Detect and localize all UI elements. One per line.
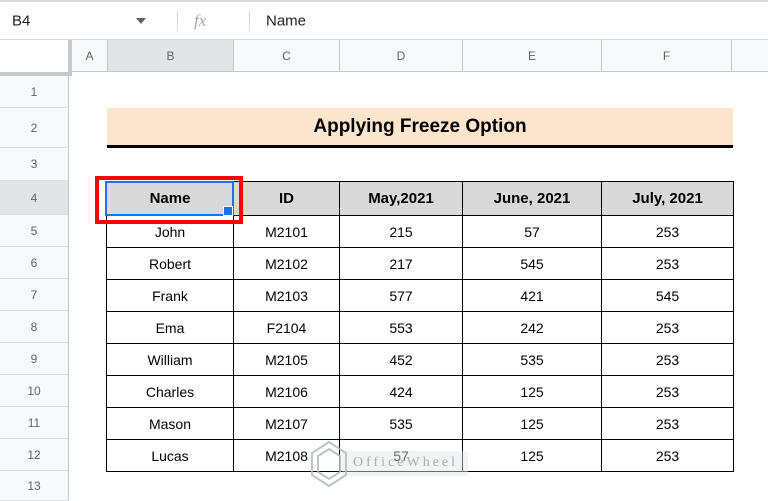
- row-headers: 1 2 3 4 5 6 7 8 9 10 11 12 13: [0, 76, 69, 501]
- table-cell[interactable]: M2108: [233, 439, 340, 472]
- table-row: Charles M2106 424 125 253: [106, 375, 734, 408]
- row-header-12[interactable]: 12: [0, 439, 69, 471]
- merged-title-cell[interactable]: Applying Freeze Option: [107, 108, 733, 148]
- column-header-e[interactable]: E: [462, 40, 601, 71]
- table-cell[interactable]: 535: [462, 343, 602, 376]
- table-cell[interactable]: 253: [601, 375, 734, 408]
- table-cell[interactable]: M2101: [233, 215, 340, 248]
- column-header-d[interactable]: D: [339, 40, 462, 71]
- table-cell[interactable]: M2106: [233, 375, 340, 408]
- table-header-cell[interactable]: Name: [106, 181, 234, 216]
- name-box[interactable]: B4: [12, 12, 31, 29]
- column-header-a[interactable]: A: [85, 48, 94, 63]
- row-header-2[interactable]: 2: [0, 108, 69, 148]
- table-cell[interactable]: Charles: [106, 375, 234, 408]
- table-cell[interactable]: Lucas: [106, 439, 234, 472]
- table-cell[interactable]: 253: [601, 343, 734, 376]
- table-cell[interactable]: 253: [601, 407, 734, 440]
- row-header-8[interactable]: 8: [0, 311, 69, 343]
- table-cell[interactable]: Robert: [106, 247, 234, 280]
- table-cell[interactable]: 253: [601, 247, 734, 280]
- table-cell[interactable]: 577: [339, 279, 463, 312]
- table-row: Frank M2103 577 421 545: [106, 279, 734, 312]
- row-header-5[interactable]: 5: [0, 215, 69, 247]
- table-cell[interactable]: 57: [462, 215, 602, 248]
- row-header-7[interactable]: 7: [0, 279, 69, 311]
- table-cell[interactable]: Ema: [106, 311, 234, 344]
- table-cell[interactable]: M2103: [233, 279, 340, 312]
- table-cell[interactable]: 57: [339, 439, 463, 472]
- table-cell[interactable]: 217: [339, 247, 463, 280]
- table-cell[interactable]: 125: [462, 375, 602, 408]
- table-cell[interactable]: 125: [462, 439, 602, 472]
- table-cell[interactable]: 253: [601, 215, 734, 248]
- table-header-cell[interactable]: July, 2021: [601, 181, 734, 216]
- divider: [249, 10, 250, 31]
- table-cell[interactable]: William: [106, 343, 234, 376]
- name-box-dropdown-caret-icon[interactable]: [136, 17, 146, 24]
- table-cell[interactable]: 125: [462, 407, 602, 440]
- table-row: Ema F2104 553 242 253: [106, 311, 734, 344]
- table-cell[interactable]: Mason: [106, 407, 234, 440]
- row-header-6[interactable]: 6: [0, 247, 69, 279]
- table-cell[interactable]: 545: [462, 247, 602, 280]
- formula-bar: B4 fx Name: [0, 0, 768, 40]
- table-header-cell[interactable]: May,2021: [339, 181, 463, 216]
- row-header-1[interactable]: 1: [0, 76, 69, 108]
- table-cell[interactable]: 215: [339, 215, 463, 248]
- table-row: Mason M2107 535 125 253: [106, 407, 734, 440]
- table-header-row: Name ID May,2021 June, 2021 July, 2021: [106, 181, 734, 216]
- table-row: Robert M2102 217 545 253: [106, 247, 734, 280]
- column-header-partial[interactable]: [731, 40, 768, 71]
- column-header-b[interactable]: B: [107, 40, 233, 71]
- table-cell[interactable]: 553: [339, 311, 463, 344]
- table-cell[interactable]: 535: [339, 407, 463, 440]
- table-cell[interactable]: 424: [339, 375, 463, 408]
- row-header-11[interactable]: 11: [0, 407, 69, 439]
- data-table: Name ID May,2021 June, 2021 July, 2021 John M…: [106, 181, 734, 472]
- table-cell[interactable]: Frank: [106, 279, 234, 312]
- table-row: Lucas M2108 57 125 253: [106, 439, 734, 472]
- table-cell[interactable]: 242: [462, 311, 602, 344]
- highlight-box: [95, 176, 243, 224]
- table-cell[interactable]: 452: [339, 343, 463, 376]
- fill-handle[interactable]: [223, 206, 233, 216]
- column-header-c[interactable]: C: [233, 40, 339, 71]
- table-cell[interactable]: 253: [601, 311, 734, 344]
- table-row: William M2105 452 535 253: [106, 343, 734, 376]
- formula-input[interactable]: Name: [266, 12, 307, 29]
- select-all-corner[interactable]: [0, 40, 72, 76]
- row-header-13[interactable]: 13: [0, 471, 69, 501]
- row-header-3[interactable]: 3: [0, 148, 69, 181]
- table-cell[interactable]: M2105: [233, 343, 340, 376]
- selection-outline: [105, 181, 234, 216]
- table-header-cell[interactable]: ID: [233, 181, 340, 216]
- table-cell[interactable]: M2102: [233, 247, 340, 280]
- table-cell[interactable]: M2107: [233, 407, 340, 440]
- table-header-cell[interactable]: June, 2021: [462, 181, 602, 216]
- divider: [177, 10, 178, 31]
- row-header-10[interactable]: 10: [0, 375, 69, 407]
- table-cell[interactable]: 253: [601, 439, 734, 472]
- fx-icon: fx: [194, 10, 207, 30]
- row-header-4[interactable]: 4: [0, 181, 69, 215]
- table-cell[interactable]: 545: [601, 279, 734, 312]
- row-header-9[interactable]: 9: [0, 343, 69, 375]
- table-cell[interactable]: F2104: [233, 311, 340, 344]
- table-cell[interactable]: 421: [462, 279, 602, 312]
- column-header-f[interactable]: F: [601, 40, 731, 71]
